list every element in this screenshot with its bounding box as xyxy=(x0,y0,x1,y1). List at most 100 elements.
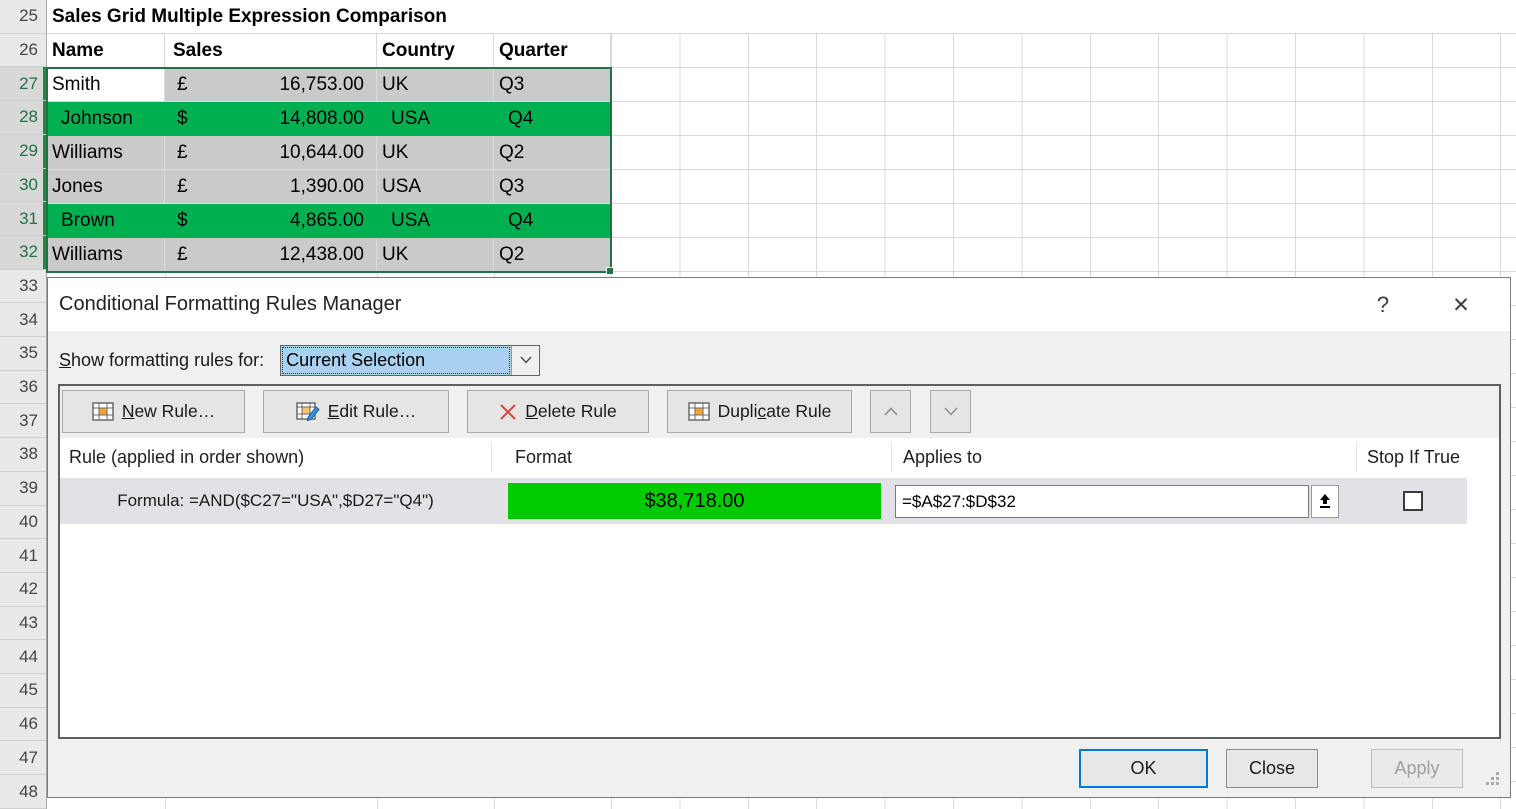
row-header[interactable]: 26 xyxy=(0,34,46,68)
sheet-row-31[interactable]: Brown $ 4,865.00 USA Q4 xyxy=(47,204,611,238)
row-header[interactable]: 40 xyxy=(0,506,46,540)
row-header[interactable]: 29 xyxy=(0,134,46,169)
currency-symbol: $ xyxy=(177,209,188,231)
row-header[interactable]: 41 xyxy=(0,539,46,573)
row-header[interactable]: 47 xyxy=(0,741,46,776)
row-header[interactable]: 46 xyxy=(0,708,46,742)
cell-c30[interactable]: USA xyxy=(377,170,494,204)
row-header[interactable]: 33 xyxy=(0,270,46,304)
scope-dropdown-value: Current Selection xyxy=(281,345,512,375)
row-header[interactable]: 25 xyxy=(0,0,46,34)
cell-c27[interactable]: UK xyxy=(377,68,494,102)
dialog-title: Conditional Formatting Rules Manager xyxy=(59,293,402,315)
sheet-row-28[interactable]: Johnson $ 14,808.00 USA Q4 xyxy=(47,102,611,136)
row-header[interactable]: 31 xyxy=(0,202,46,236)
cell-a27[interactable]: Smith xyxy=(47,68,165,102)
cell-a28[interactable]: Johnson xyxy=(47,102,165,136)
row-header[interactable]: 44 xyxy=(0,640,46,675)
format-preview: $38,718.00 xyxy=(508,483,881,519)
cell-c28[interactable]: USA xyxy=(377,102,494,136)
cell-a29[interactable]: Williams xyxy=(47,136,165,170)
cell-d27[interactable]: Q3 xyxy=(494,68,611,102)
cell-b27[interactable]: £ 16,753.00 xyxy=(165,68,377,102)
rules-list-panel: New Rule… Edit Rule… Delete Rule Duplica… xyxy=(58,384,1501,739)
header-separator xyxy=(1356,442,1357,472)
fill-handle[interactable] xyxy=(606,267,614,275)
cell-c31[interactable]: USA xyxy=(377,204,494,238)
table-pencil-icon xyxy=(295,401,320,421)
close-icon[interactable]: ✕ xyxy=(1452,293,1470,317)
cell-b30[interactable]: £ 1,390.00 xyxy=(165,170,377,204)
row-header[interactable]: 28 xyxy=(0,101,46,135)
new-rule-label: New Rule… xyxy=(121,401,216,421)
row-header-rail: 25 26 27 28 29 30 31 32 33 34 35 36 37 38 39 40 41 42 43 44… xyxy=(0,0,47,809)
cell-a30[interactable]: Jones xyxy=(47,170,165,204)
cell-b28[interactable]: $ 14,808.00 xyxy=(165,102,377,136)
chevron-up-icon xyxy=(883,407,898,416)
edit-rule-label: Edit Rule… xyxy=(327,401,417,421)
ok-button[interactable]: OK xyxy=(1079,749,1208,788)
cell-b32[interactable]: £ 12,438.00 xyxy=(165,238,377,272)
delete-rule-button[interactable]: Delete Rule xyxy=(467,390,649,433)
row-header[interactable]: 45 xyxy=(0,674,46,708)
cell-d29[interactable]: Q2 xyxy=(494,136,611,170)
sheet-title-row[interactable]: Sales Grid Multiple Expression Compariso… xyxy=(47,0,1516,34)
sheet-header-row[interactable]: Name Sales Country Quarter xyxy=(47,34,611,68)
cell-b29[interactable]: £ 10,644.00 xyxy=(165,136,377,170)
red-x-icon xyxy=(500,403,516,420)
duplicate-rule-label: Duplicate Rule xyxy=(717,401,832,421)
row-header[interactable]: 42 xyxy=(0,573,46,607)
row-header[interactable]: 39 xyxy=(0,472,46,506)
row-header[interactable]: 37 xyxy=(0,404,46,439)
row-header[interactable]: 35 xyxy=(0,337,46,371)
currency-symbol: £ xyxy=(177,141,188,163)
cell-d30[interactable]: Q3 xyxy=(494,170,611,204)
row-header[interactable]: 32 xyxy=(0,235,46,270)
sheet-row-32[interactable]: Williams £ 12,438.00 UK Q2 xyxy=(47,238,611,272)
table-icon xyxy=(687,402,710,421)
row-header[interactable]: 36 xyxy=(0,371,46,405)
help-icon[interactable]: ? xyxy=(1376,292,1390,317)
table-icon xyxy=(92,402,114,421)
header-cell-name[interactable]: Name xyxy=(47,34,165,68)
sheet-row-27[interactable]: Smith £ 16,753.00 UK Q3 xyxy=(47,68,611,102)
stop-if-true-checkbox[interactable] xyxy=(1403,491,1423,511)
move-rule-down-button[interactable] xyxy=(930,390,971,433)
sheet-title: Sales Grid Multiple Expression Compariso… xyxy=(52,5,447,27)
sheet-row-29[interactable]: Williams £ 10,644.00 UK Q2 xyxy=(47,136,611,170)
cell-b31[interactable]: $ 4,865.00 xyxy=(165,204,377,238)
amount: 14,808.00 xyxy=(279,107,364,129)
cell-d31[interactable]: Q4 xyxy=(494,204,611,238)
row-header[interactable]: 38 xyxy=(0,438,46,472)
row-header[interactable]: 43 xyxy=(0,607,46,641)
column-header-stop-if-true: Stop If True xyxy=(1367,446,1461,467)
currency-symbol: £ xyxy=(177,73,188,95)
row-header[interactable]: 27 xyxy=(0,67,46,102)
header-cell-country[interactable]: Country xyxy=(377,34,494,68)
duplicate-rule-button[interactable]: Duplicate Rule xyxy=(667,390,852,433)
amount: 12,438.00 xyxy=(279,243,364,265)
applies-to-input[interactable]: =$A$27:$D$32 xyxy=(895,485,1309,518)
chevron-down-icon[interactable] xyxy=(511,345,540,375)
cell-c32[interactable]: UK xyxy=(377,238,494,272)
new-rule-button[interactable]: New Rule… xyxy=(62,390,245,433)
rule-row-selected[interactable]: Formula: =AND($C27="USA",$D27="Q4") $38,… xyxy=(60,478,1467,524)
header-cell-quarter[interactable]: Quarter xyxy=(494,34,611,68)
row-header[interactable]: 30 xyxy=(0,168,46,203)
collapse-dialog-icon[interactable] xyxy=(1311,485,1339,518)
header-cell-sales[interactable]: Sales xyxy=(165,34,377,68)
sheet-row-30[interactable]: Jones £ 1,390.00 USA Q3 xyxy=(47,170,611,204)
cell-a32[interactable]: Williams xyxy=(47,238,165,272)
cell-d28[interactable]: Q4 xyxy=(494,102,611,136)
scope-dropdown[interactable]: Current Selection xyxy=(280,344,541,376)
close-button[interactable]: Close xyxy=(1226,749,1318,788)
edit-rule-button[interactable]: Edit Rule… xyxy=(263,390,449,433)
row-header[interactable]: 34 xyxy=(0,303,46,338)
cell-a31[interactable]: Brown xyxy=(47,204,165,238)
dialog-titlebar[interactable]: Conditional Formatting Rules Manager xyxy=(48,278,1510,331)
resize-grip[interactable] xyxy=(1485,772,1499,786)
row-header[interactable]: 48 xyxy=(0,775,46,809)
cell-c29[interactable]: UK xyxy=(377,136,494,170)
move-rule-up-button[interactable] xyxy=(870,390,911,433)
cell-d32[interactable]: Q2 xyxy=(494,238,611,272)
